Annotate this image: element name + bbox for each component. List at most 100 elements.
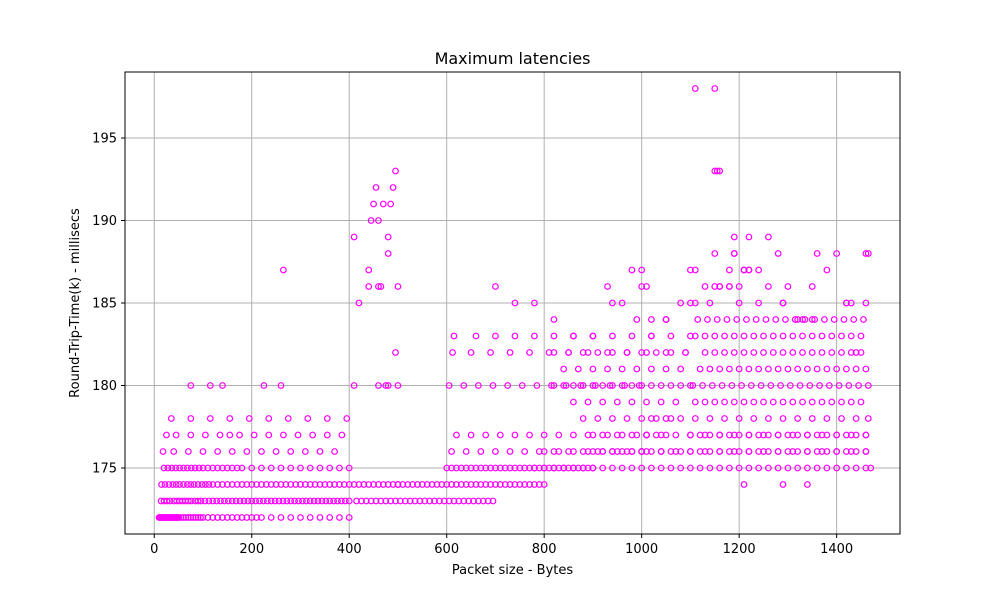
data-point: [219, 464, 226, 472]
data-point: [760, 332, 767, 340]
data-point: [492, 448, 499, 455]
data-point: [184, 514, 192, 521]
data-point: [618, 365, 626, 373]
data-point: [818, 431, 826, 439]
data-point: [501, 464, 509, 472]
data-point: [284, 415, 292, 422]
data-point: [550, 332, 558, 340]
data-point: [833, 365, 841, 373]
data-point: [360, 481, 368, 488]
data-point: [180, 464, 187, 472]
data-point: [206, 382, 214, 389]
data-point: [294, 431, 302, 439]
data-point: [389, 184, 397, 191]
data-point: [219, 514, 226, 521]
data-point: [399, 481, 407, 488]
data-point: [170, 448, 178, 455]
data-point: [842, 299, 850, 307]
data-point: [760, 448, 767, 455]
data-point: [579, 382, 587, 389]
data-point: [392, 349, 399, 356]
data-point: [479, 497, 487, 505]
data-point: [726, 431, 733, 439]
data-point: [726, 365, 733, 373]
data-point: [219, 382, 226, 389]
data-point: [560, 382, 568, 389]
data-point: [277, 382, 285, 389]
data-point: [448, 448, 455, 455]
data-point: [345, 464, 353, 472]
data-point: [774, 250, 782, 257]
data-point: [384, 481, 392, 488]
data-point: [482, 481, 490, 488]
data-point: [687, 464, 694, 472]
data-point: [589, 464, 597, 472]
data-point: [194, 514, 202, 521]
data-point: [243, 514, 251, 521]
data-point: [589, 448, 597, 455]
data-point: [449, 349, 456, 356]
data-point: [474, 382, 482, 389]
data-point: [267, 481, 275, 488]
data-point: [823, 431, 831, 439]
data-point: [326, 514, 334, 521]
data-point: [202, 431, 209, 439]
data-point: [687, 266, 694, 274]
data-point: [794, 316, 802, 323]
data-point: [353, 497, 360, 505]
data-point: [803, 481, 811, 488]
data-point: [492, 332, 499, 340]
data-point: [609, 299, 616, 307]
data-point: [487, 481, 494, 488]
data-point: [784, 464, 792, 472]
data-point: [779, 398, 787, 406]
data-point: [214, 514, 222, 521]
data-point: [496, 464, 504, 472]
data-point: [306, 497, 314, 505]
data-point: [291, 497, 299, 505]
data-point: [209, 464, 217, 472]
data-point: [691, 415, 699, 422]
data-point: [760, 349, 767, 356]
data-point: [852, 448, 860, 455]
data-point: [367, 497, 375, 505]
data-point: [706, 464, 714, 472]
data-point: [318, 497, 326, 505]
data-point: [623, 415, 631, 422]
data-point: [338, 431, 346, 439]
data-point: [287, 448, 295, 455]
data-point: [365, 481, 373, 488]
chart-title: Maximum latencies: [435, 49, 591, 68]
data-point: [740, 481, 748, 488]
data-point: [794, 365, 802, 373]
data-point: [267, 514, 275, 521]
data-point: [589, 365, 597, 373]
data-point: [187, 514, 195, 521]
data-point: [604, 349, 611, 356]
data-point: [609, 382, 616, 389]
data-point: [341, 497, 349, 505]
data-point: [322, 497, 330, 505]
data-point: [209, 497, 217, 505]
data-point: [803, 365, 811, 373]
data-point: [662, 431, 670, 439]
data-point: [258, 448, 265, 455]
data-point: [745, 464, 753, 472]
data-point: [163, 497, 171, 505]
data-point: [548, 382, 555, 389]
data-point: [830, 316, 838, 323]
data-point: [379, 200, 387, 208]
data-point: [667, 332, 675, 340]
data-point: [197, 497, 205, 505]
data-point: [323, 415, 331, 422]
data-point: [760, 398, 767, 406]
data-point: [199, 448, 207, 455]
data-point: [750, 349, 758, 356]
data-point: [584, 349, 592, 356]
data-point: [326, 481, 334, 488]
data-point: [784, 365, 792, 373]
data-point: [166, 497, 174, 505]
data-point: [540, 431, 548, 439]
data-point: [677, 299, 685, 307]
data-point: [648, 332, 655, 340]
